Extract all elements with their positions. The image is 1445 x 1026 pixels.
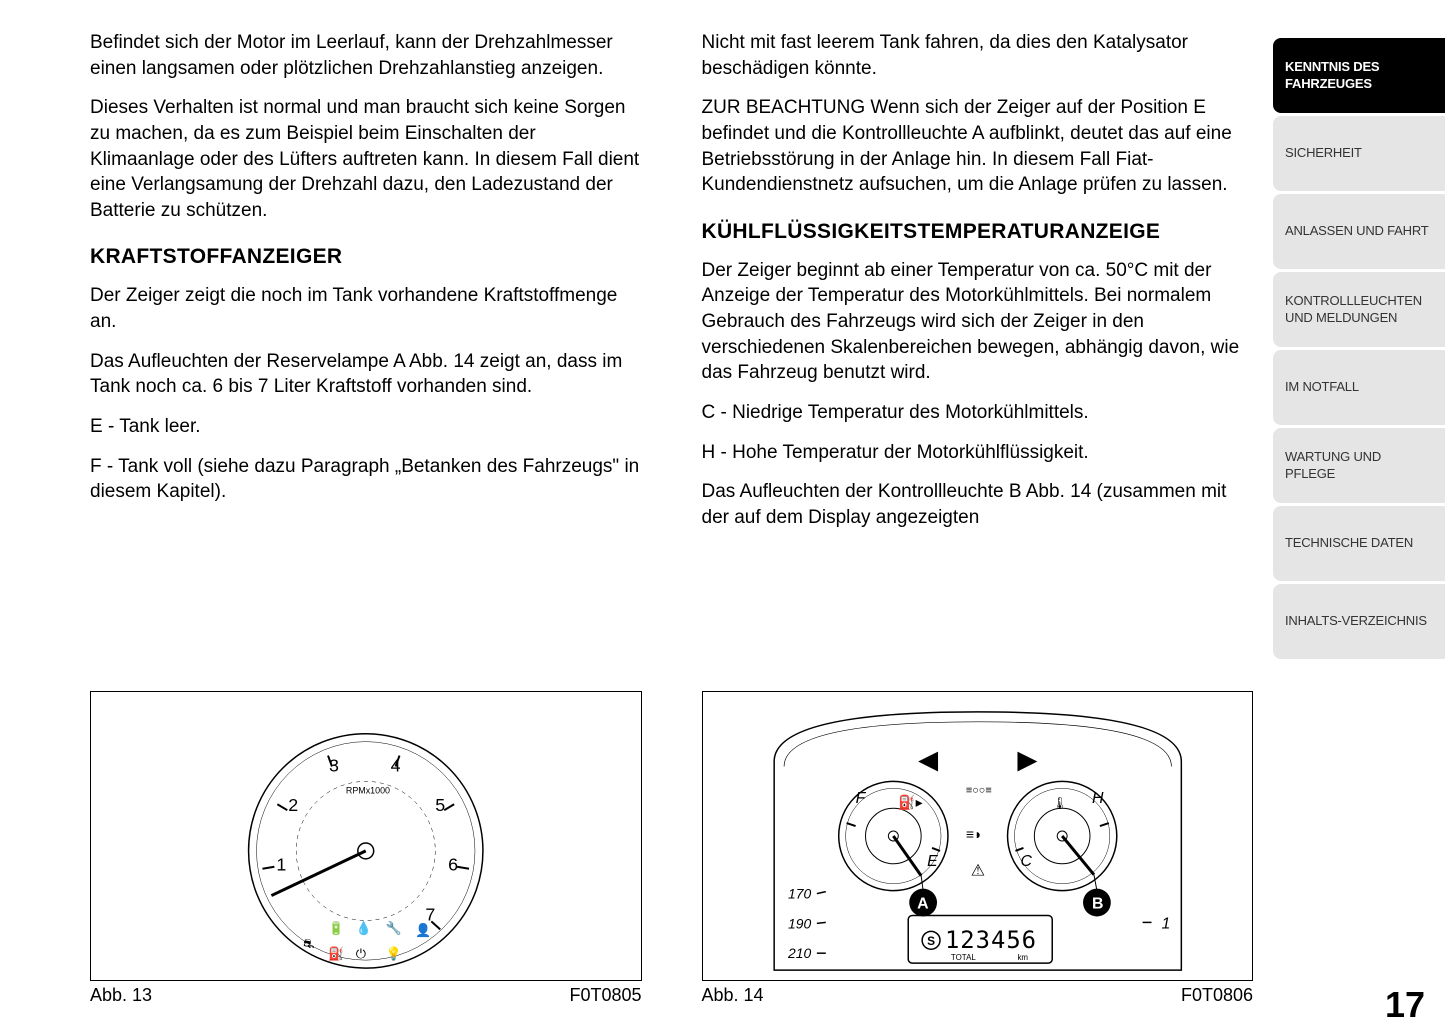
svg-text:💧: 💧 — [356, 920, 372, 935]
svg-text:170: 170 — [788, 886, 811, 902]
gauge-num: 6 — [448, 855, 458, 875]
instrument-cluster-diagram: F E ⛽▸ H C 🌡 — [703, 692, 1253, 980]
figure-13: 1 2 3 4 5 6 7 RPMx1000 — [90, 691, 642, 981]
svg-text:👤: 👤 — [415, 922, 431, 937]
paragraph: ZUR BEACHTUNG Wenn sich der Zeiger auf d… — [702, 95, 1254, 198]
paragraph: Das Aufleuchten der Reservelampe A Abb. … — [90, 349, 642, 400]
fuel-e-label: E — [927, 853, 938, 870]
svg-text:TOTAL: TOTAL — [950, 953, 975, 962]
svg-text:🔋: 🔋 — [328, 920, 344, 935]
marker-b: B — [1091, 895, 1102, 912]
page-number: 17 — [1273, 974, 1445, 1026]
paragraph: C - Niedrige Temperatur des Motorkühlmit… — [702, 400, 1254, 426]
tab-anlassen[interactable]: ANLASSEN UND FAHRT — [1273, 194, 1445, 269]
marker-a: A — [917, 895, 929, 912]
chapter-tabs: KENNTNIS DES FAHRZEUGES SICHERHEIT ANLAS… — [1273, 0, 1445, 1026]
odometer-value: 123456 — [944, 926, 1036, 954]
left-column: Befindet sich der Motor im Leerlauf, kan… — [90, 30, 642, 1006]
figure-14: F E ⛽▸ H C 🌡 — [702, 691, 1254, 981]
tab-kontrollleuchten[interactable]: KONTROLLLEUCHTEN UND MELDUNGEN — [1273, 272, 1445, 347]
tab-label: ANLASSEN UND FAHRT — [1285, 223, 1429, 239]
svg-text:210: 210 — [787, 945, 811, 961]
main-content: Befindet sich der Motor im Leerlauf, kan… — [0, 0, 1273, 1026]
svg-text:⛽▸: ⛽▸ — [898, 794, 922, 811]
svg-text:km: km — [1017, 953, 1028, 962]
tachometer-diagram: 1 2 3 4 5 6 7 RPMx1000 — [91, 692, 641, 980]
caption-code: F0T0806 — [1181, 985, 1253, 1006]
caption-code: F0T0805 — [569, 985, 641, 1006]
paragraph: F - Tank voll (siehe dazu Paragraph „Bet… — [90, 454, 642, 505]
tab-label: SICHERHEIT — [1285, 145, 1362, 161]
tab-inhalt[interactable]: INHALTS-VERZEICHNIS — [1273, 584, 1445, 659]
paragraph: H - Hohe Temperatur der Motorkühlflüssig… — [702, 440, 1254, 466]
tab-label: KONTROLLLEUCHTEN UND MELDUNGEN — [1285, 293, 1433, 326]
section-heading: KÜHLFLÜSSIGKEITSTEMPERATURANZEIGE — [702, 220, 1254, 244]
svg-text:≡○○≡: ≡○○≡ — [965, 784, 991, 796]
svg-text:🔧: 🔧 — [386, 919, 402, 935]
tab-label: INHALTS-VERZEICHNIS — [1285, 613, 1427, 629]
paragraph: Das Aufleuchten der Kontrollleuchte B Ab… — [702, 479, 1254, 530]
svg-text:1: 1 — [1161, 915, 1170, 932]
tab-sicherheit[interactable]: SICHERHEIT — [1273, 116, 1445, 191]
manual-page: Befindet sich der Motor im Leerlauf, kan… — [0, 0, 1445, 1026]
gauge-num: 1 — [276, 855, 286, 875]
paragraph: Der Zeiger zeigt die noch im Tank vorhan… — [90, 283, 642, 334]
svg-text:🌡: 🌡 — [1052, 796, 1067, 810]
tab-label: TECHNISCHE DATEN — [1285, 535, 1413, 551]
paragraph: Dieses Verhalten ist normal und man brau… — [90, 95, 642, 223]
temp-h-label: H — [1091, 790, 1103, 807]
gauge-num: 2 — [288, 795, 298, 815]
tab-label: WARTUNG UND PFLEGE — [1285, 449, 1433, 482]
figure-caption: Abb. 13 F0T0805 — [90, 985, 642, 1006]
svg-text:⚠: ⚠ — [970, 863, 984, 880]
gauge-num: 3 — [329, 755, 339, 775]
tab-kenntnis[interactable]: KENNTNIS DES FAHRZEUGES — [1273, 38, 1445, 113]
paragraph: Der Zeiger beginnt ab einer Temperatur v… — [702, 258, 1254, 386]
paragraph: E - Tank leer. — [90, 414, 642, 440]
tab-notfall[interactable]: IM NOTFALL — [1273, 350, 1445, 425]
svg-text:S: S — [927, 934, 935, 948]
right-column: Nicht mit fast leerem Tank fahren, da di… — [702, 30, 1254, 1006]
tab-technische[interactable]: TECHNISCHE DATEN — [1273, 506, 1445, 581]
temp-c-label: C — [1020, 853, 1032, 870]
rpm-label: RPMx1000 — [346, 785, 390, 795]
svg-text:⏻: ⏻ — [356, 946, 366, 961]
figure-caption: Abb. 14 F0T0806 — [702, 985, 1254, 1006]
svg-text:⛐: ⛐ — [303, 936, 314, 951]
paragraph: Befindet sich der Motor im Leerlauf, kan… — [90, 30, 642, 81]
svg-text:190: 190 — [788, 915, 811, 931]
svg-text:💡: 💡 — [386, 946, 402, 961]
svg-text:≡◗: ≡◗ — [965, 826, 982, 842]
caption-label: Abb. 13 — [90, 985, 152, 1006]
caption-label: Abb. 14 — [702, 985, 764, 1006]
tab-wartung[interactable]: WARTUNG UND PFLEGE — [1273, 428, 1445, 503]
tab-label: IM NOTFALL — [1285, 379, 1359, 395]
section-heading: KRAFTSTOFFANZEIGER — [90, 245, 642, 269]
svg-text:⛽: ⛽ — [328, 946, 344, 961]
paragraph: Nicht mit fast leerem Tank fahren, da di… — [702, 30, 1254, 81]
fuel-f-label: F — [855, 790, 866, 807]
tab-label: KENNTNIS DES FAHRZEUGES — [1285, 59, 1433, 92]
gauge-num: 5 — [435, 795, 445, 815]
